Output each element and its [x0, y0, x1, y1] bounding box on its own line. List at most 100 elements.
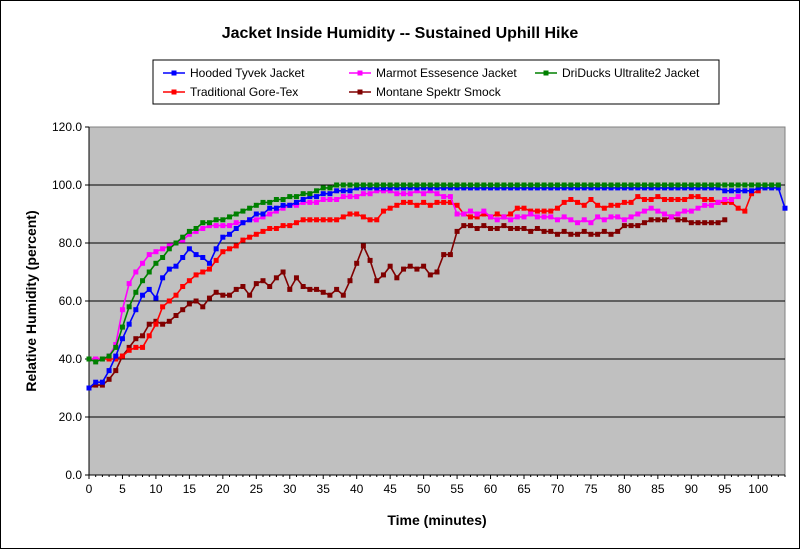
data-point	[354, 211, 360, 217]
data-point	[635, 223, 641, 229]
data-point	[628, 182, 634, 188]
data-point	[227, 214, 233, 220]
data-point	[367, 185, 373, 191]
data-point	[541, 228, 547, 234]
data-point	[588, 231, 594, 237]
data-point	[327, 292, 333, 298]
data-point	[434, 185, 440, 191]
data-point	[193, 272, 199, 278]
data-point	[702, 185, 708, 191]
legend-label: DriDucks Ultralite2 Jacket	[562, 66, 700, 80]
x-tick-label: 80	[618, 482, 632, 496]
data-point	[387, 205, 393, 211]
x-tick-label: 15	[183, 482, 197, 496]
data-point	[434, 182, 440, 188]
data-point	[340, 214, 346, 220]
data-point	[454, 185, 460, 191]
data-point	[481, 223, 487, 229]
data-point	[367, 257, 373, 263]
data-point	[153, 321, 159, 327]
data-point	[668, 182, 674, 188]
data-point	[702, 220, 708, 226]
data-point	[193, 226, 199, 231]
data-point	[575, 182, 581, 188]
data-point	[160, 321, 166, 327]
data-point	[360, 214, 366, 220]
data-point	[106, 368, 112, 374]
data-point	[441, 182, 447, 188]
data-point	[588, 185, 594, 191]
data-point	[615, 182, 621, 188]
data-point	[688, 185, 694, 191]
data-point	[615, 185, 621, 191]
data-point	[166, 318, 172, 324]
data-point	[200, 255, 206, 260]
data-point	[86, 385, 92, 391]
data-point	[601, 205, 607, 211]
data-point	[628, 223, 634, 229]
data-point	[387, 185, 393, 191]
data-point	[621, 185, 627, 191]
data-point	[568, 182, 574, 188]
data-point	[675, 197, 681, 202]
data-point	[253, 211, 259, 217]
data-point	[554, 205, 560, 211]
legend-item: DriDucks Ultralite2 Jacket	[535, 66, 700, 80]
data-point	[180, 237, 186, 243]
data-point	[688, 194, 694, 200]
data-point	[494, 217, 500, 223]
data-point	[782, 205, 788, 211]
data-point	[99, 382, 105, 388]
data-point	[300, 191, 306, 197]
data-point	[93, 356, 99, 362]
data-point	[347, 194, 353, 200]
x-axis-title: Time (minutes)	[387, 512, 486, 528]
x-axis-ticks: 0 5 10 15 20 25 30 35 40 45 50 55 60 65 70 75 80 85 90 95 10…	[86, 475, 786, 496]
data-point	[273, 275, 279, 281]
data-point	[374, 185, 380, 191]
data-point	[514, 214, 520, 220]
data-point	[735, 188, 741, 194]
series-layer	[86, 182, 788, 391]
data-point	[233, 226, 239, 231]
data-point	[220, 292, 226, 298]
data-point	[193, 298, 199, 304]
data-point	[595, 202, 601, 208]
data-point	[394, 202, 400, 208]
data-point	[247, 205, 253, 211]
data-point	[200, 226, 206, 231]
data-point	[635, 194, 641, 200]
data-point	[514, 182, 520, 188]
data-point	[173, 292, 179, 298]
data-point	[454, 182, 460, 188]
data-point	[93, 359, 99, 365]
data-point	[193, 228, 199, 234]
data-point	[595, 214, 601, 220]
x-tick-label: 70	[551, 482, 565, 496]
data-point	[461, 182, 467, 188]
data-point	[735, 194, 741, 200]
data-point	[113, 353, 119, 359]
data-point	[267, 205, 273, 211]
data-point	[287, 194, 293, 200]
data-point	[186, 301, 192, 307]
data-point	[608, 202, 614, 208]
x-tick-label: 45	[383, 482, 397, 496]
data-point	[260, 278, 266, 284]
data-point	[253, 202, 259, 208]
data-point	[775, 185, 781, 191]
data-point	[347, 188, 353, 194]
data-point	[648, 185, 654, 191]
data-point	[421, 185, 427, 191]
data-point	[749, 191, 755, 197]
data-point	[514, 226, 520, 231]
data-point	[769, 182, 775, 188]
data-point	[575, 231, 581, 237]
data-point	[702, 202, 708, 208]
data-point	[595, 185, 601, 191]
legend-marker	[543, 70, 549, 76]
data-point	[588, 220, 594, 226]
data-point	[387, 182, 393, 188]
data-point	[568, 217, 574, 223]
data-point	[708, 182, 714, 188]
